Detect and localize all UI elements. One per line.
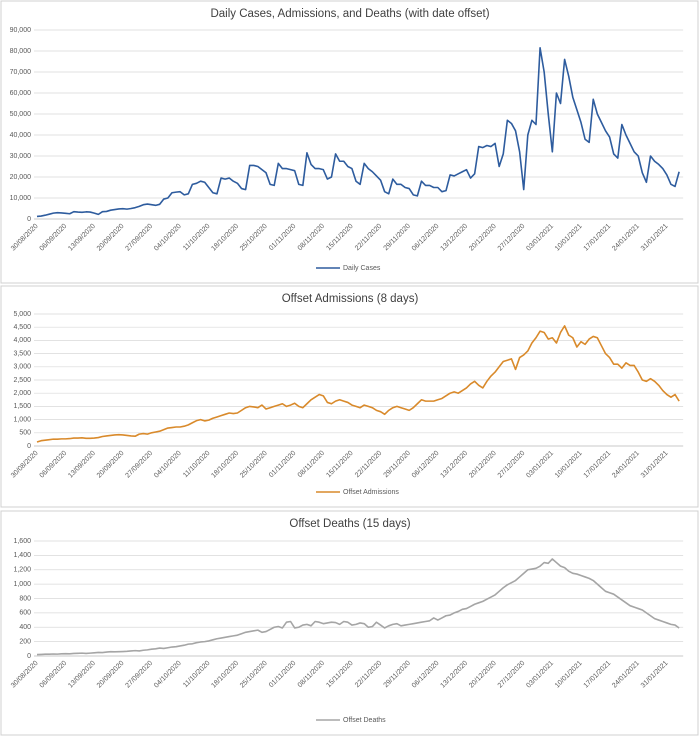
legend-label: Daily Cases (343, 265, 381, 272)
y-tick-label: 4,500 (13, 324, 31, 331)
y-tick-label: 200 (19, 638, 31, 645)
y-tick-label: 2,500 (13, 377, 31, 384)
data-line (36, 47, 680, 218)
y-tick-label: 3,000 (13, 364, 31, 371)
chart: Daily Cases, Admissions, and Deaths (wit… (0, 0, 699, 284)
y-tick-label: 20,000 (10, 174, 32, 181)
y-tick-label: 400 (19, 624, 31, 631)
legend-label: Offset Deaths (343, 717, 386, 724)
y-tick-label: 0 (27, 216, 31, 223)
y-tick-label: 80,000 (10, 48, 32, 55)
y-tick-label: 60,000 (10, 90, 32, 97)
y-tick-label: 3,500 (13, 350, 31, 357)
y-tick-label: 500 (19, 430, 31, 437)
y-tick-label: 50,000 (10, 111, 32, 118)
y-tick-label: 30,000 (10, 153, 32, 160)
y-tick-label: 0 (27, 653, 31, 660)
y-tick-label: 0 (27, 443, 31, 450)
y-tick-label: 1,200 (13, 567, 31, 574)
data-line (36, 558, 680, 656)
y-tick-label: 2,000 (13, 390, 31, 397)
chart-title: Daily Cases, Admissions, and Deaths (wit… (210, 8, 489, 20)
chart: Offset Admissions (8 days) 0 500 1,000 1,500… (0, 285, 699, 508)
y-tick-label: 70,000 (10, 69, 32, 76)
y-tick-label: 600 (19, 610, 31, 617)
y-tick-label: 1,000 (13, 581, 31, 588)
y-tick-label: 10,000 (10, 195, 32, 202)
y-tick-label: 1,400 (13, 552, 31, 559)
y-tick-label: 800 (19, 595, 31, 602)
legend-label: Offset Admissions (343, 489, 399, 496)
panel-frame (0, 0, 699, 284)
y-tick-label: 5,000 (13, 311, 31, 318)
panel-frame (0, 285, 699, 508)
chart-title: Offset Admissions (8 days) (282, 293, 419, 305)
y-tick-label: 1,500 (13, 403, 31, 410)
y-tick-label: 1,600 (13, 538, 31, 545)
y-tick-label: 90,000 (10, 27, 32, 34)
chart-title: Offset Deaths (15 days) (289, 518, 410, 530)
y-tick-label: 40,000 (10, 132, 32, 139)
chart: Offset Deaths (15 days) 0 200 400 600 800 1,00… (0, 510, 699, 736)
y-tick-label: 4,000 (13, 337, 31, 344)
data-line (36, 325, 680, 443)
y-tick-label: 1,000 (13, 416, 31, 423)
